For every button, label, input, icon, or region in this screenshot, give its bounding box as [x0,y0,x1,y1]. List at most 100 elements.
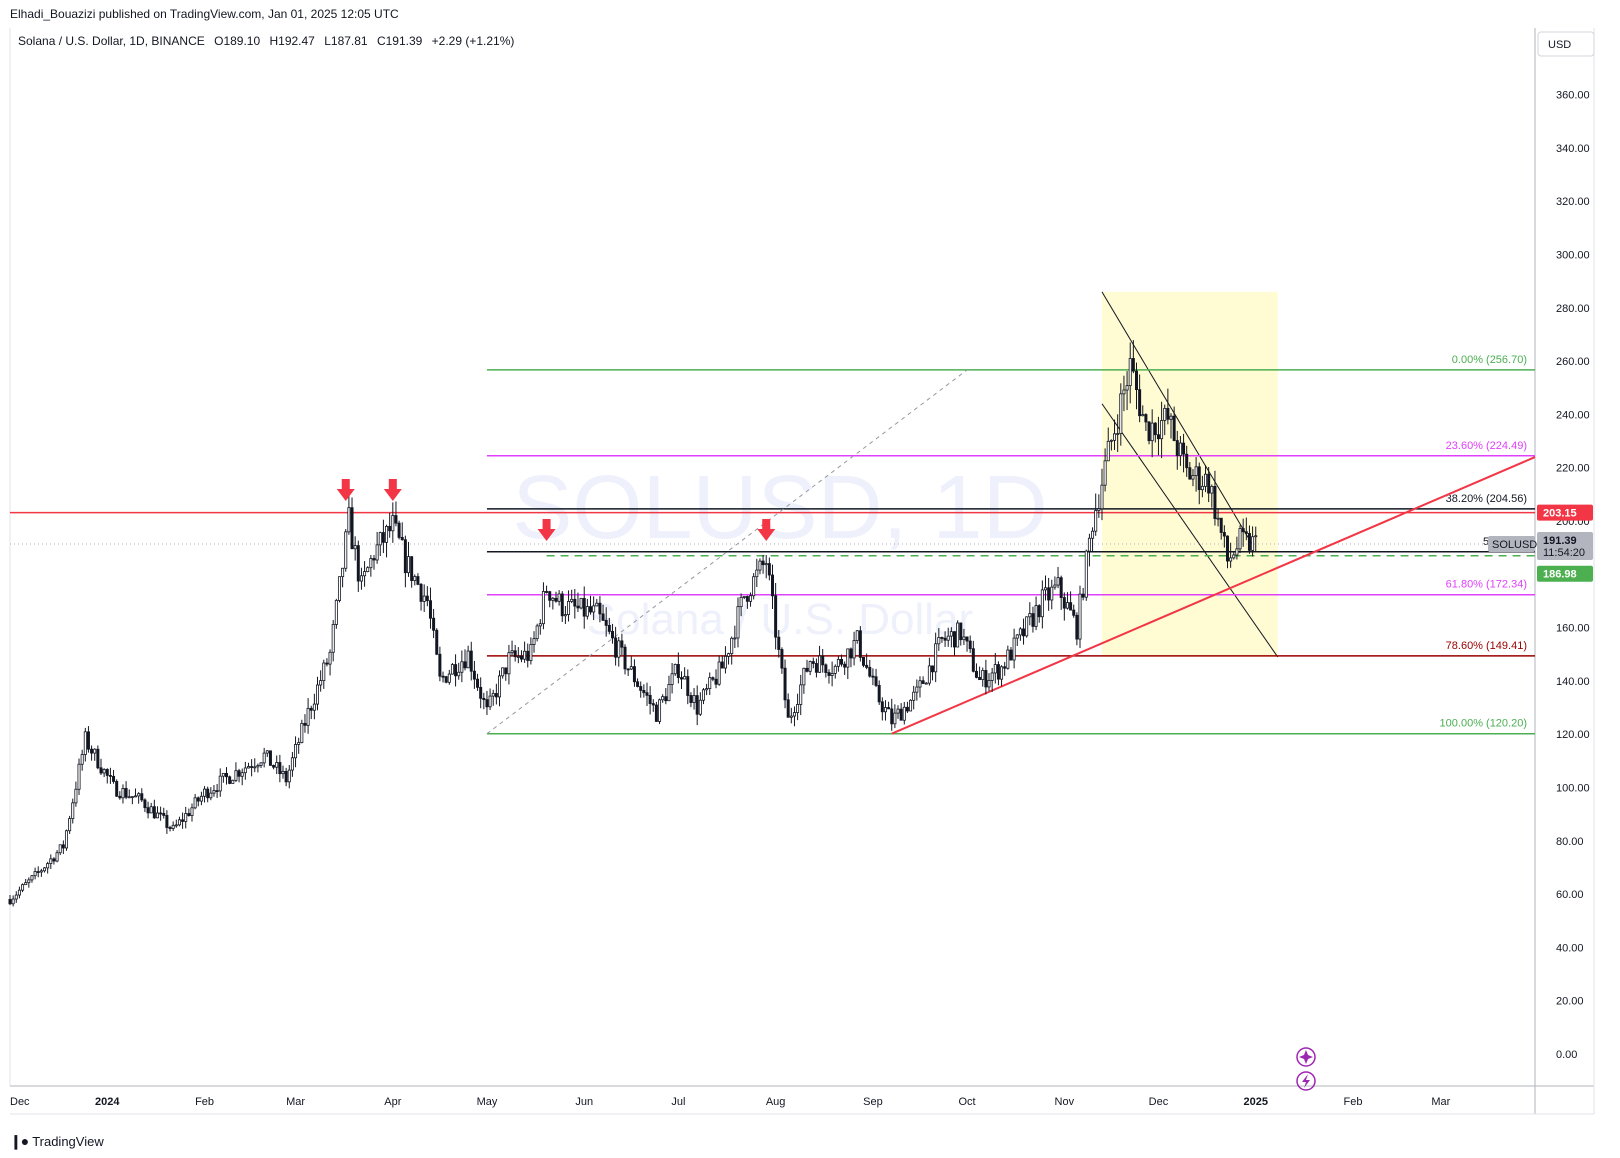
candle-body-2023-12-09 [33,871,37,877]
candle-body-2024-05-31 [579,597,583,609]
candle-body-2024-05-19 [541,591,545,625]
candle-body-2024-07-30 [767,563,771,576]
candle-body-2024-06-18 [636,681,640,687]
candle-body-2024-07-12 [711,677,715,680]
candle-body-2024-07-27 [758,560,762,571]
candle-body-2024-05-01 [485,699,489,708]
crosshair-icon[interactable] [1296,1047,1316,1067]
candle-body-2024-10-02 [968,640,972,650]
candle-body-2024-03-05 [306,707,310,726]
candle-body-2024-08-05 [786,699,790,718]
lightning-icon[interactable] [1296,1071,1316,1091]
high-value: 192.47 [278,34,315,48]
candle-body-2024-12-19 [1213,486,1217,519]
close-label: C [376,34,386,48]
channel-lower-line[interactable] [1101,403,1279,658]
candle-body-2024-01-25 [181,819,185,822]
candle-body-2024-05-21 [548,591,552,601]
candle-body-2024-06-13 [620,640,624,648]
candle-body-2024-05-30 [576,605,580,609]
candle-body-2023-12-27 [90,748,94,754]
candle-body-2024-01-13 [143,799,147,809]
candle-body-2024-09-22 [937,637,941,645]
candle-body-2024-11-03 [1069,602,1073,611]
candle-body-2024-11-21 [1125,385,1129,391]
candle-body-2024-08-28 [858,630,862,658]
candle-body-2024-01-04 [115,781,119,797]
candle-body-2024-02-26 [281,771,285,775]
candle-body-2024-02-25 [278,762,282,775]
candle-body-2024-12-16 [1204,473,1208,487]
symbol-title[interactable]: Solana / U.S. Dollar, 1D, BINANCE [18,34,205,48]
candle-body-2024-09-06 [887,707,891,710]
candle-body-2024-06-19 [639,686,643,691]
candle-body-2024-02-11 [234,770,238,781]
low-label: L [324,34,331,48]
fib-retracement[interactable]: 0.00% (256.70) 23.60% (224.49) 38.20% (204… [486,354,1535,735]
candle-body-2024-01-17 [155,812,159,819]
candle-body-2024-12-25 [1232,554,1236,559]
candle-body-2024-07-24 [749,595,753,602]
candle-body-2024-10-09 [990,672,994,681]
candle-body-2024-07-25 [752,576,756,597]
fib-level-label: 0.00% (256.70) [1452,354,1527,366]
candle-body-2024-11-10 [1091,530,1095,539]
candle-body-2024-04-17 [441,675,445,678]
candle-body-2024-08-19 [830,673,834,676]
candle-body-2024-09-30 [962,636,966,641]
candle-body-2024-12-20 [1216,517,1220,520]
candle-body-2023-12-19 [64,830,68,849]
tradingview-brand[interactable]: ❙● TradingView [10,1133,104,1150]
candle-body-2024-09-18 [924,682,928,685]
fib-level-label: 100.00% (120.20) [1440,718,1527,730]
price-axis[interactable]: 0.00 20.00 40.00 60.00 80.00 100.00 120.00 140.… [1556,90,1590,1061]
candle-body-2024-06-12 [617,640,621,658]
candle-body-2023-12-26 [86,731,90,750]
candle-body-2024-02-09 [228,776,232,784]
candle-body-2024-12-27 [1238,528,1242,550]
candle-body-2024-02-04 [212,790,216,794]
candle-body-2024-03-24 [366,567,370,573]
candle-body-2024-03-21 [356,545,360,582]
candle-body-2024-01-18 [159,812,163,815]
countdown-text: 11:54:20 [1543,547,1585,559]
candle-body-2024-08-04 [783,667,787,701]
trend-lines[interactable] [486,369,1536,735]
candle-body-2024-10-14 [1006,649,1010,669]
candle-body-2024-08-21 [836,658,840,667]
candle-body-2024-03-11 [325,662,329,665]
candle-body-2024-12-12 [1191,475,1195,480]
fib-level-label: 61.80% (172.34) [1446,579,1527,591]
candle-body-2024-11-02 [1065,602,1069,609]
candle-body-2024-01-29 [193,797,197,809]
candle-body-2024-05-17 [535,625,539,640]
candlestick-series [8,340,1258,907]
candle-body-2024-01-24 [177,819,181,826]
support-trendline[interactable] [891,456,1536,735]
candle-body-2024-04-14 [432,617,436,631]
candle-body-2024-05-14 [526,650,530,661]
candle-body-2024-02-18 [256,765,260,768]
level-badge-red-text: 203.15 [1543,508,1577,520]
time-tick-label: Mar [1431,1096,1450,1108]
price-tick-label: 80.00 [1556,836,1584,848]
candle-body-2024-09-20 [931,665,935,673]
currency-button[interactable] [1537,31,1595,57]
candle-body-2024-11-25 [1138,389,1142,417]
candle-body-2024-07-22 [742,596,746,598]
candle-body-2024-04-10 [419,583,423,602]
chart-event-icons[interactable] [1296,1047,1316,1091]
publisher-line: Elhadi_Bouazizi published on TradingView… [10,7,399,21]
candle-body-2024-10-20 [1025,616,1029,637]
candle-body-2024-09-07 [890,708,894,725]
candle-body-2024-06-07 [601,613,605,621]
price-tick-label: 100.00 [1556,783,1590,795]
time-axis[interactable]: Dec 2024 Feb Mar Apr May Jun Jul Aug Sep Oct Nov Dec… [10,1096,1451,1108]
candle-body-2024-03-04 [303,722,307,726]
channel-upper-line[interactable] [1101,291,1254,546]
horizontal-lines[interactable] [10,511,1535,557]
candle-body-2024-08-25 [849,648,853,659]
candle-body-2024-07-16 [723,655,727,669]
currency-label: USD [1548,39,1571,51]
